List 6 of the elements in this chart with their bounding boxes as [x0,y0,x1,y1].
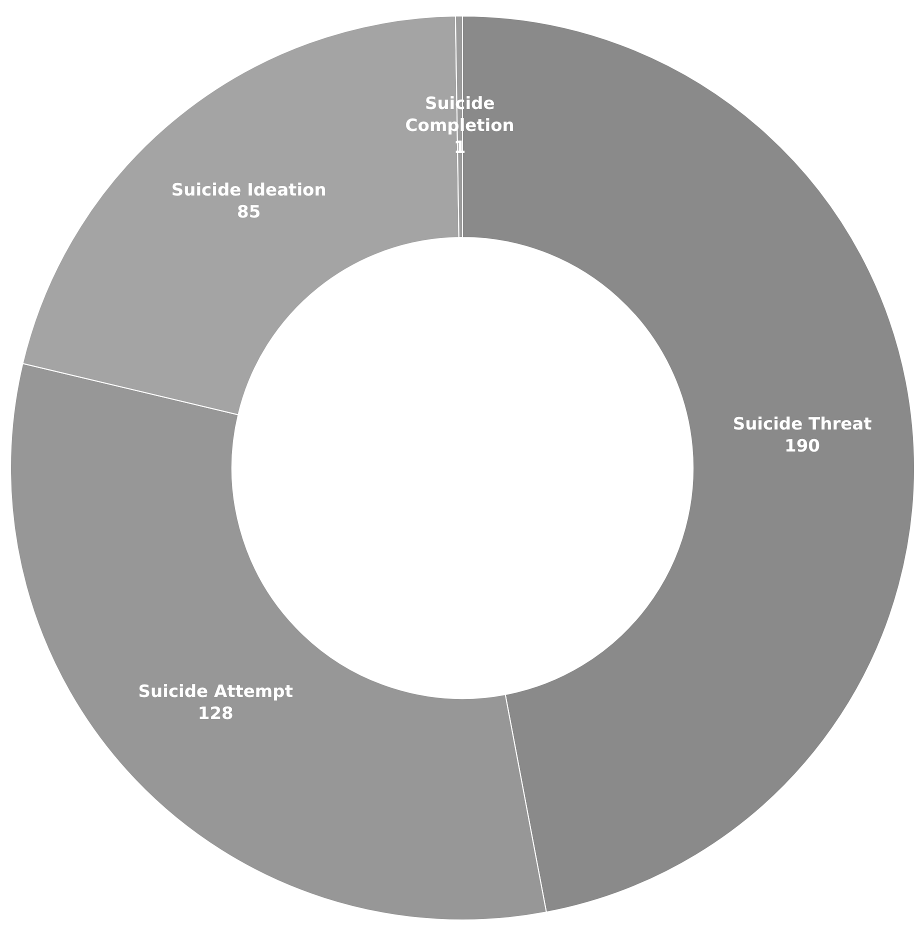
data-label: 85 [237,202,261,222]
slice-label: Suicide Threat [732,414,872,435]
slice-label: Suicide Attempt [138,682,293,702]
data-label: 128 [198,704,234,724]
slice-label: Suicide Ideation [171,180,326,200]
data-label: 190 [784,436,820,457]
